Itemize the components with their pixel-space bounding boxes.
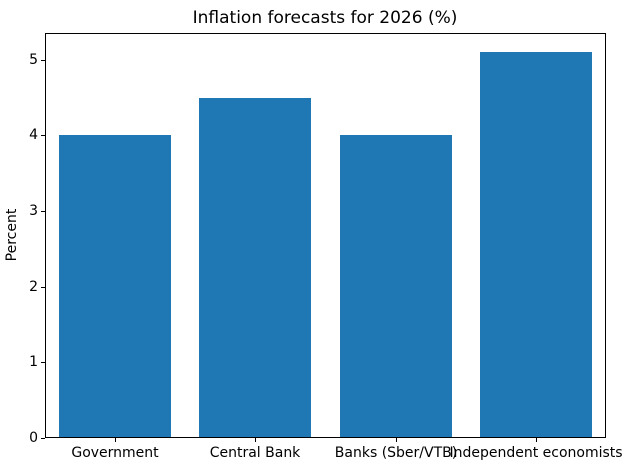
x-tick-label: Central Bank bbox=[209, 445, 301, 461]
x-tickmark bbox=[536, 438, 537, 442]
x-tickmark bbox=[115, 438, 116, 442]
y-tickmark bbox=[41, 362, 45, 363]
chart-title: Inflation forecasts for 2026 (%) bbox=[192, 8, 458, 28]
y-tick-label: 4 bbox=[29, 127, 38, 143]
y-tick-label: 3 bbox=[29, 203, 38, 219]
y-tick-label: 5 bbox=[29, 52, 38, 68]
x-tickmark bbox=[255, 438, 256, 442]
y-tickmark bbox=[41, 287, 45, 288]
y-tick-label: 2 bbox=[29, 279, 38, 295]
y-tick-label: 0 bbox=[29, 430, 38, 446]
bar-government bbox=[59, 135, 171, 437]
y-tick-label: 1 bbox=[29, 354, 38, 370]
y-tickmark bbox=[41, 211, 45, 212]
bar-central-bank bbox=[199, 98, 311, 437]
y-tickmark bbox=[41, 438, 45, 439]
y-tickmark bbox=[41, 135, 45, 136]
x-tickmark bbox=[396, 438, 397, 442]
x-tick-label: Independent economists bbox=[449, 445, 623, 461]
bar-independent-economists bbox=[480, 52, 592, 437]
x-tick-label: Banks (Sber/VTB) bbox=[334, 445, 458, 461]
x-tick-label: Government bbox=[71, 445, 159, 461]
bar-banks-sber-vtb bbox=[340, 135, 452, 437]
y-tickmark bbox=[41, 60, 45, 61]
